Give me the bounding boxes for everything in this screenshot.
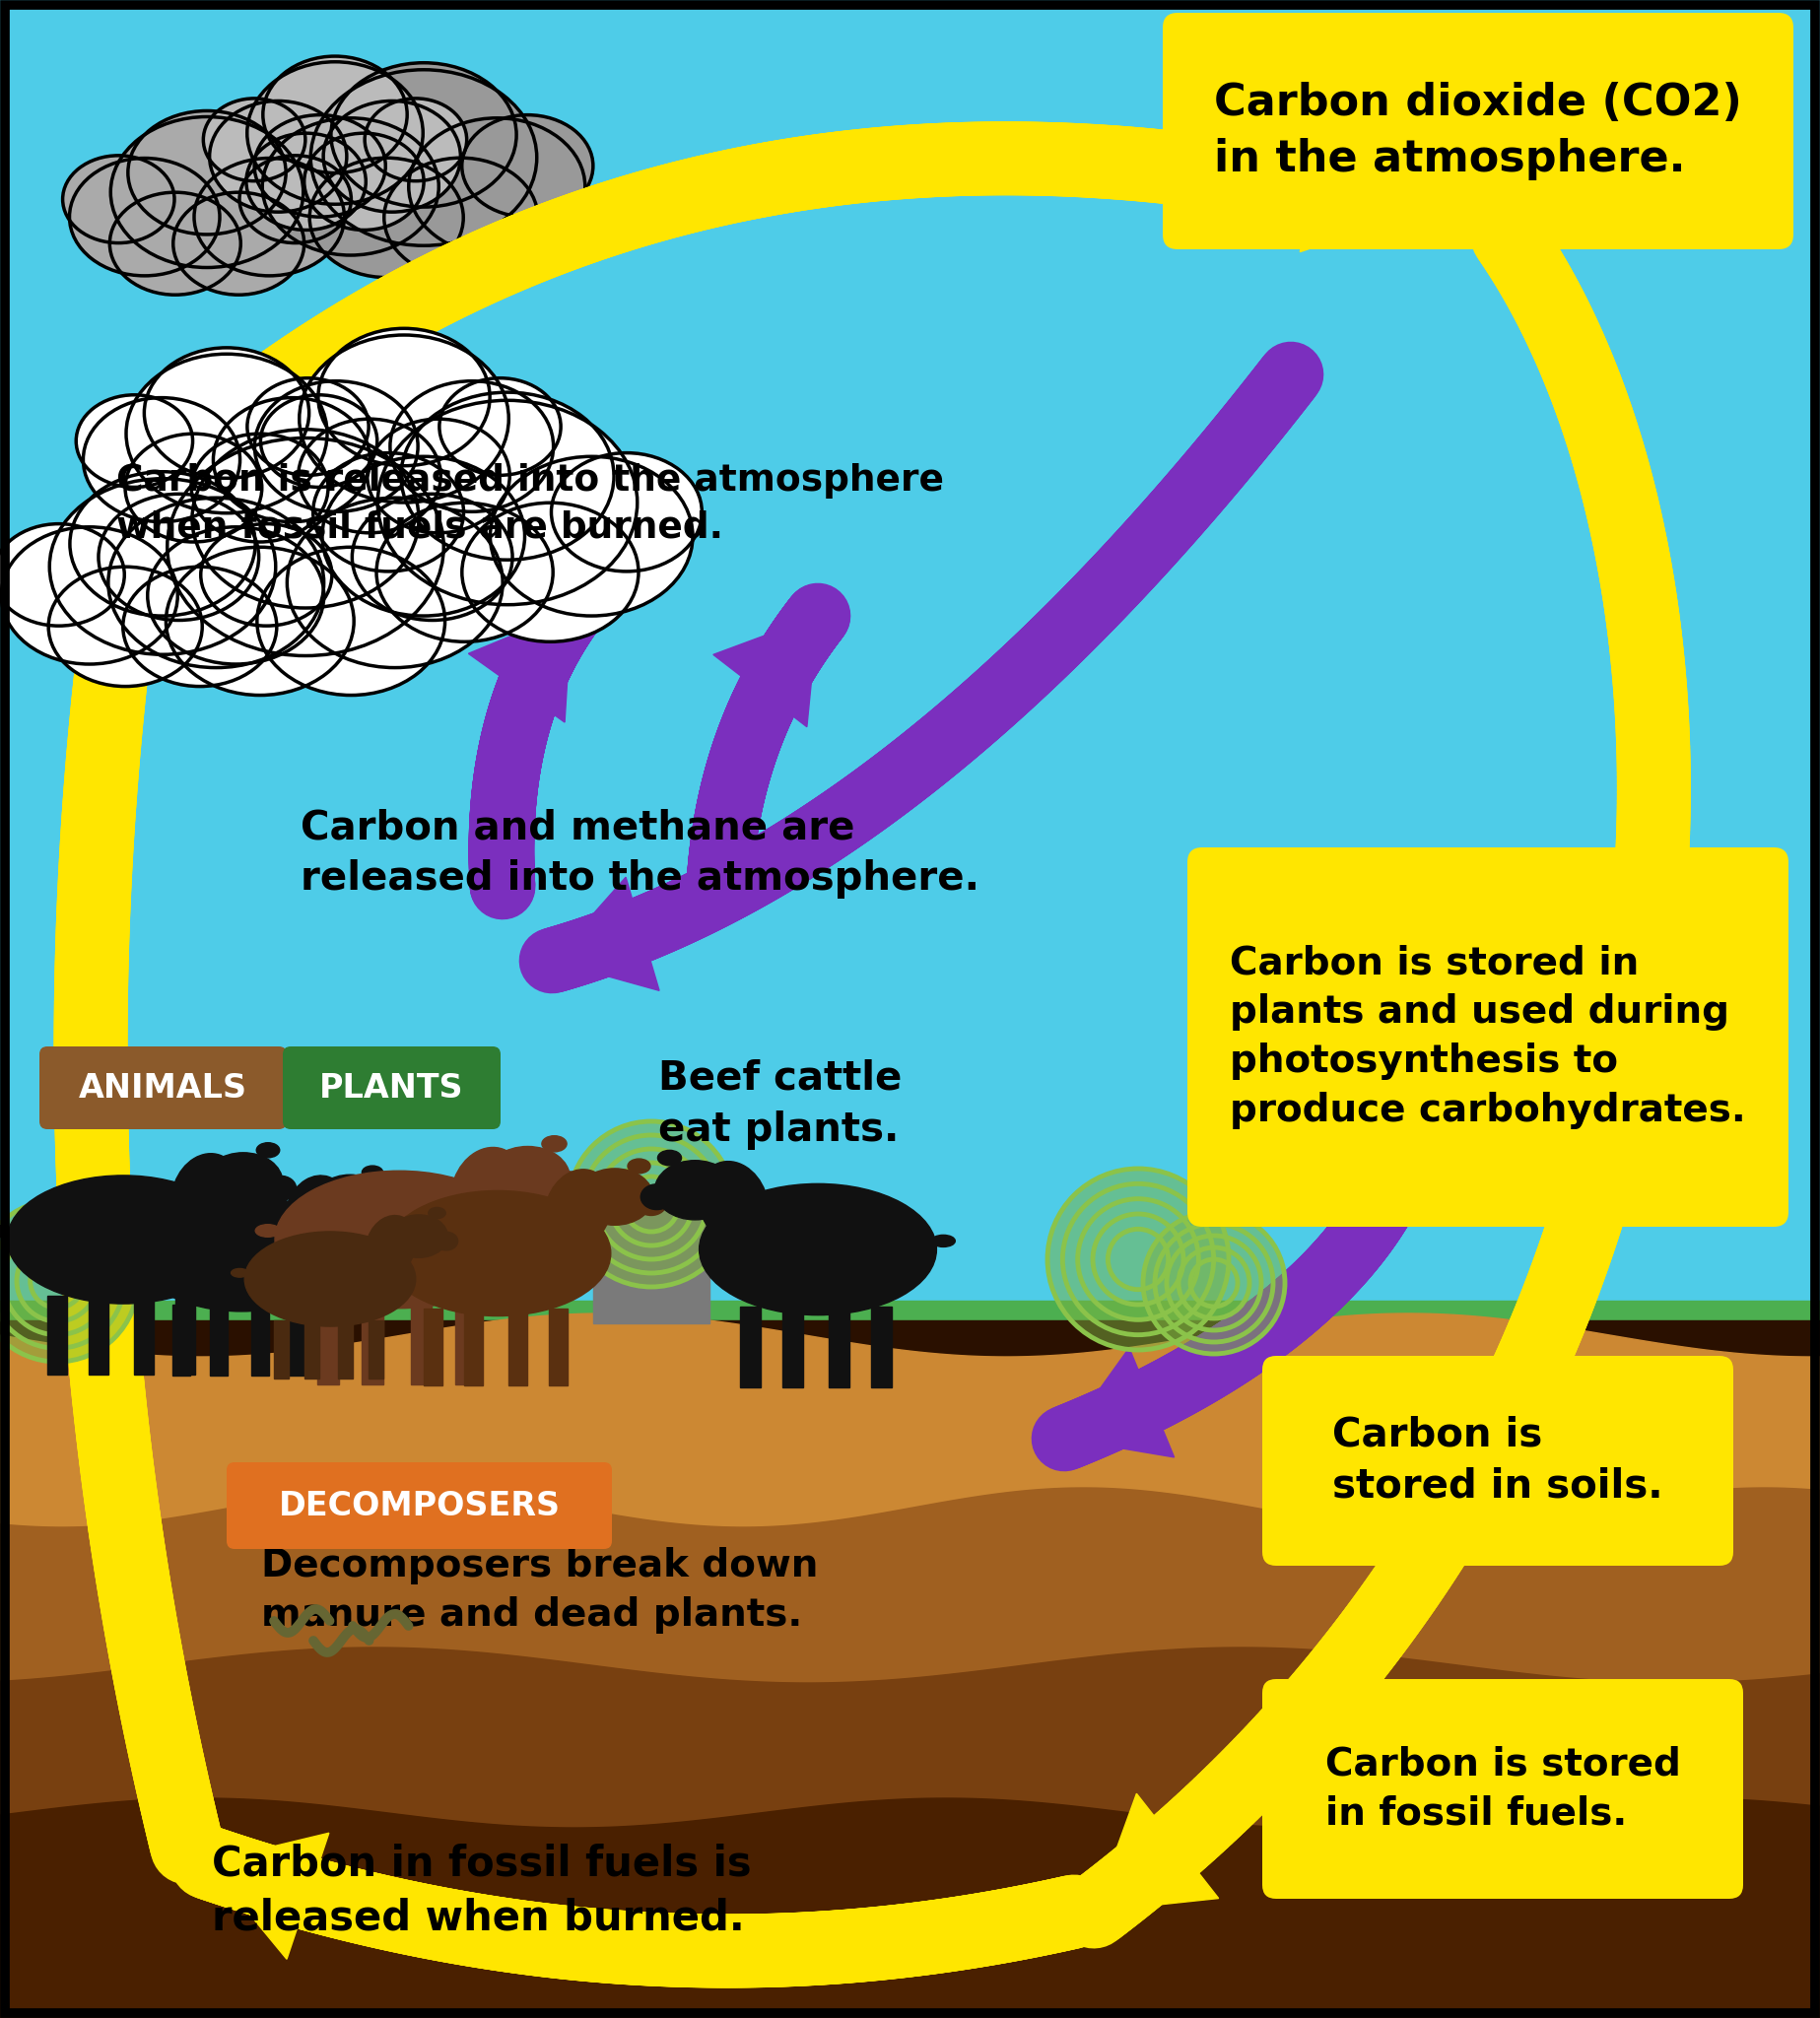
- Bar: [273, 1320, 289, 1378]
- Ellipse shape: [932, 1235, 955, 1247]
- Ellipse shape: [204, 1152, 282, 1211]
- Ellipse shape: [209, 101, 348, 212]
- Ellipse shape: [257, 1142, 280, 1158]
- Polygon shape: [0, 1487, 1820, 1764]
- Circle shape: [1048, 1168, 1228, 1350]
- Ellipse shape: [107, 498, 324, 668]
- Ellipse shape: [69, 157, 220, 276]
- Ellipse shape: [389, 1215, 448, 1257]
- Ellipse shape: [193, 430, 419, 607]
- Ellipse shape: [298, 420, 440, 533]
- Bar: [783, 1308, 803, 1388]
- Bar: [548, 1308, 568, 1384]
- Polygon shape: [1094, 1794, 1219, 1911]
- Polygon shape: [468, 611, 571, 722]
- Text: Carbon is stored in
plants and used during
photosynthesis to
produce carbohydrat: Carbon is stored in plants and used duri…: [1230, 944, 1745, 1130]
- Ellipse shape: [49, 478, 275, 654]
- Text: Carbon dioxide (CO2)
in the atmosphere.: Carbon dioxide (CO2) in the atmosphere.: [1214, 83, 1742, 180]
- Polygon shape: [207, 1832, 329, 1959]
- Bar: [0, 0, 1820, 1320]
- Ellipse shape: [255, 115, 386, 218]
- Bar: [47, 1296, 67, 1374]
- FancyBboxPatch shape: [228, 1463, 612, 1550]
- Ellipse shape: [288, 498, 502, 668]
- Ellipse shape: [126, 353, 328, 513]
- Ellipse shape: [331, 63, 517, 208]
- Bar: [741, 1308, 761, 1388]
- Bar: [828, 1308, 850, 1388]
- Ellipse shape: [439, 377, 561, 474]
- Polygon shape: [713, 615, 817, 726]
- Ellipse shape: [377, 502, 553, 642]
- Ellipse shape: [377, 400, 637, 605]
- Ellipse shape: [311, 71, 537, 246]
- Ellipse shape: [400, 391, 613, 559]
- Ellipse shape: [111, 117, 304, 268]
- Ellipse shape: [246, 133, 366, 230]
- Ellipse shape: [147, 527, 324, 664]
- Bar: [411, 1300, 431, 1384]
- Bar: [304, 1320, 318, 1378]
- Ellipse shape: [313, 452, 464, 571]
- Ellipse shape: [366, 1239, 389, 1251]
- Ellipse shape: [551, 452, 703, 571]
- Circle shape: [1143, 1213, 1285, 1354]
- Ellipse shape: [264, 1176, 297, 1201]
- Ellipse shape: [124, 567, 277, 686]
- FancyBboxPatch shape: [1187, 848, 1789, 1227]
- Polygon shape: [0, 1798, 1820, 2018]
- Ellipse shape: [248, 63, 422, 204]
- Polygon shape: [0, 1647, 1820, 1921]
- Ellipse shape: [699, 1160, 768, 1245]
- Ellipse shape: [173, 192, 304, 295]
- Ellipse shape: [2, 527, 178, 664]
- Ellipse shape: [628, 1158, 650, 1172]
- Ellipse shape: [49, 567, 202, 686]
- Polygon shape: [0, 1314, 1820, 1610]
- Ellipse shape: [248, 377, 369, 474]
- Ellipse shape: [486, 1146, 570, 1209]
- Text: Carbon and methane are
released into the atmosphere.: Carbon and methane are released into the…: [300, 807, 979, 900]
- Ellipse shape: [171, 1154, 240, 1235]
- Ellipse shape: [577, 1168, 653, 1225]
- Ellipse shape: [166, 547, 353, 696]
- Ellipse shape: [204, 99, 306, 182]
- Ellipse shape: [126, 434, 262, 543]
- Ellipse shape: [315, 1174, 386, 1227]
- Ellipse shape: [62, 155, 175, 242]
- Text: ANIMALS: ANIMALS: [78, 1072, 248, 1104]
- Ellipse shape: [304, 133, 424, 230]
- Ellipse shape: [69, 472, 255, 615]
- Ellipse shape: [84, 398, 240, 523]
- Ellipse shape: [298, 335, 510, 502]
- Ellipse shape: [0, 1225, 13, 1237]
- Ellipse shape: [368, 420, 510, 533]
- Bar: [464, 1308, 482, 1384]
- Ellipse shape: [462, 115, 593, 218]
- Bar: [339, 1320, 353, 1378]
- Ellipse shape: [366, 1215, 417, 1275]
- Ellipse shape: [451, 1148, 524, 1235]
- Ellipse shape: [213, 398, 369, 523]
- Ellipse shape: [384, 157, 539, 276]
- FancyBboxPatch shape: [1263, 1679, 1744, 1899]
- Ellipse shape: [641, 1185, 673, 1209]
- Ellipse shape: [7, 1174, 238, 1304]
- Bar: [251, 1304, 269, 1376]
- Bar: [593, 1211, 710, 1324]
- Ellipse shape: [191, 434, 328, 543]
- Ellipse shape: [551, 1170, 584, 1199]
- Ellipse shape: [109, 192, 240, 295]
- Ellipse shape: [435, 1231, 459, 1251]
- FancyBboxPatch shape: [1163, 12, 1793, 250]
- Ellipse shape: [262, 117, 439, 254]
- Text: DECOMPOSERS: DECOMPOSERS: [278, 1489, 561, 1522]
- Text: Beef cattle
eat plants.: Beef cattle eat plants.: [659, 1059, 903, 1150]
- Ellipse shape: [657, 1150, 681, 1166]
- Ellipse shape: [231, 1269, 248, 1277]
- Ellipse shape: [389, 381, 553, 513]
- Ellipse shape: [167, 438, 444, 656]
- Ellipse shape: [120, 1241, 142, 1251]
- Ellipse shape: [364, 99, 466, 182]
- FancyBboxPatch shape: [40, 1047, 288, 1130]
